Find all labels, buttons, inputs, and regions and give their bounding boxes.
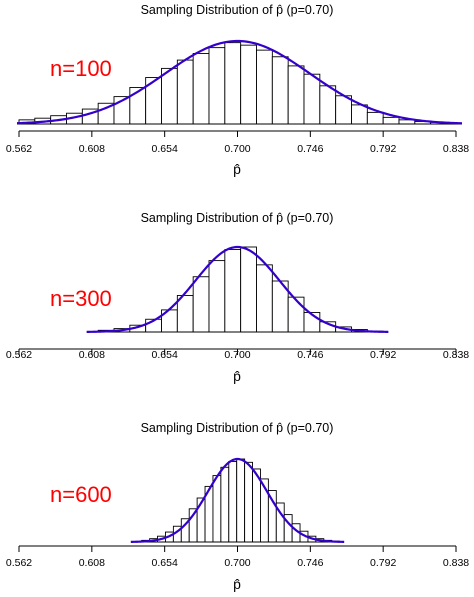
histogram-bar <box>240 44 257 125</box>
x-tick-label: 0.746 <box>297 143 323 155</box>
x-axis-label: p̂ <box>233 368 241 384</box>
histogram-bar <box>335 95 352 125</box>
chart-panel-n100: Sampling Distribution of p̂ (p=0.70) n=10… <box>6 3 469 177</box>
normal-curve <box>130 457 345 543</box>
histogram-bar <box>271 56 289 125</box>
histogram-bar <box>303 73 321 125</box>
sample-size-label: n=300 <box>50 286 112 311</box>
x-tick-label: 0.700 <box>224 143 250 155</box>
histogram-bar <box>287 65 305 125</box>
histogram-bar <box>287 296 305 333</box>
chart-panel-n300: Sampling Distribution of p̂ (p=0.70) n=30… <box>6 211 469 384</box>
histogram-bar <box>319 85 337 125</box>
histogram-bar <box>161 67 178 125</box>
histogram-bar <box>256 49 273 125</box>
x-tick-label: 0.562 <box>6 143 32 155</box>
x-tick-label: 0.608 <box>79 349 105 361</box>
normal-curve <box>86 245 389 333</box>
x-tick-label: 0.700 <box>224 557 250 569</box>
x-axis-label: p̂ <box>233 161 241 177</box>
x-tick-label: 0.792 <box>370 143 396 155</box>
x-tick-label: 0.700 <box>224 349 250 361</box>
x-tick-label: 0.838 <box>443 143 469 155</box>
histogram-bar <box>220 466 230 543</box>
histogram-bar <box>192 276 210 333</box>
x-tick-label: 0.608 <box>79 557 105 569</box>
histogram-bar <box>382 116 400 125</box>
x-axis-label: p̂ <box>233 576 241 592</box>
sample-size-label: n=600 <box>50 482 112 507</box>
histogram-bar <box>267 490 277 543</box>
x-tick-label: 0.654 <box>152 349 178 361</box>
histogram-bar <box>224 42 242 125</box>
x-tick-label: 0.654 <box>152 143 178 155</box>
x-tick-label: 0.654 <box>152 557 178 569</box>
histogram-bar <box>244 461 253 543</box>
chart-title: Sampling Distribution of p̂ (p=0.70) <box>141 211 334 225</box>
x-tick-label: 0.838 <box>443 557 469 569</box>
x-tick-label: 0.562 <box>6 557 32 569</box>
chart-title: Sampling Distribution of p̂ (p=0.70) <box>141 3 334 17</box>
x-tick-label: 0.792 <box>370 349 396 361</box>
histogram-bar <box>224 249 242 333</box>
sample-size-label: n=100 <box>50 56 112 81</box>
x-tick-label: 0.792 <box>370 557 396 569</box>
normal-curve <box>16 39 463 125</box>
histogram-bar <box>228 461 238 543</box>
histogram-bar <box>240 246 257 333</box>
x-tick-label: 0.746 <box>297 349 323 361</box>
x-tick-label: 0.562 <box>6 349 32 361</box>
histogram-bar <box>256 264 273 333</box>
histogram-bar <box>176 295 194 333</box>
x-tick-label: 0.838 <box>443 349 469 361</box>
histogram-bar <box>236 458 246 543</box>
histogram-bar <box>212 475 222 543</box>
histogram-bar <box>366 111 384 125</box>
histogram-bar <box>351 104 368 125</box>
histogram-bar <box>176 59 194 125</box>
histogram-bar <box>192 53 210 125</box>
x-tick-label: 0.608 <box>79 143 105 155</box>
chart-panel-n600: Sampling Distribution of p̂ (p=0.70) n=60… <box>6 421 469 592</box>
chart-title: Sampling Distribution of p̂ (p=0.70) <box>141 421 334 435</box>
x-tick-label: 0.746 <box>297 557 323 569</box>
histogram-bar <box>208 47 226 125</box>
histogram-bar <box>208 260 226 333</box>
